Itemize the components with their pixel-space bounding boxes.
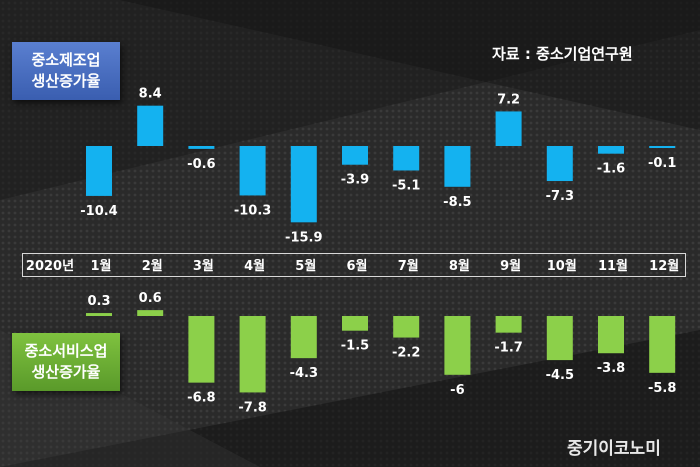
service-series-label: 중소서비스업 생산증가율 (12, 333, 120, 391)
month-tick-label: 4월 (244, 258, 265, 274)
manufacturing-value-label: -7.3 (546, 189, 574, 204)
brand-logo-text: 중기이코노미 (567, 439, 661, 459)
manufacturing-value-label: -3.9 (341, 173, 369, 188)
manufacturing-bar (598, 146, 624, 154)
service-bar (290, 316, 317, 359)
manufacturing-bar (188, 146, 215, 149)
service-value-label: 0.6 (139, 291, 162, 306)
manufacturing-bar (290, 146, 317, 223)
service-bar (137, 310, 164, 316)
service-bar (495, 316, 522, 333)
manufacturing-series-label: 중소제조업 생산증가율 (12, 42, 120, 100)
month-tick-label: 3월 (193, 258, 214, 274)
service-value-label: 0.3 (87, 294, 110, 309)
source-note: 자료 : 중소기업연구원 (492, 45, 633, 63)
manufacturing-label-line-1: 중소제조업 (31, 51, 101, 69)
service-bar (86, 313, 112, 316)
manufacturing-bar (239, 146, 266, 196)
manufacturing-value-label: -10.3 (234, 203, 271, 218)
service-value-label: -6.8 (187, 391, 215, 406)
manufacturing-bar (86, 146, 112, 196)
service-bar (598, 316, 624, 354)
service-bar (444, 316, 471, 375)
manufacturing-bar (649, 146, 676, 148)
month-axis-band (22, 253, 686, 277)
manufacturing-value-label: -5.1 (392, 178, 420, 193)
month-tick-label: 7월 (398, 258, 419, 274)
service-bar (188, 316, 215, 383)
manufacturing-bar (444, 146, 471, 187)
manufacturing-bar (546, 146, 573, 182)
service-bar (393, 316, 420, 338)
manufacturing-label-line-2: 생산증가율 (31, 72, 101, 90)
manufacturing-value-label: -1.6 (597, 162, 625, 177)
service-value-label: -7.8 (238, 400, 266, 415)
service-value-label: -1.7 (494, 341, 522, 356)
month-tick-label: 10월 (547, 258, 577, 274)
service-bar (649, 316, 676, 373)
year-label: 2020년 (26, 259, 74, 274)
manufacturing-bar (342, 146, 368, 165)
manufacturing-bar (137, 105, 164, 146)
service-bar (546, 316, 573, 361)
manufacturing-bar (393, 146, 420, 171)
month-tick-label: 12월 (649, 258, 679, 274)
month-tick-label: 2월 (142, 258, 163, 274)
month-tick-label: 9월 (500, 258, 521, 274)
service-value-label: -5.8 (648, 381, 676, 396)
service-value-label: -2.2 (392, 346, 420, 361)
service-value-label: -6 (450, 383, 464, 398)
manufacturing-value-label: 7.2 (497, 92, 520, 107)
month-tick-label: 1월 (90, 258, 111, 274)
manufacturing-value-label: -10.4 (80, 204, 117, 219)
month-tick-label: 5월 (295, 258, 316, 274)
service-value-label: -3.8 (597, 361, 625, 376)
month-tick-label: 8월 (449, 258, 470, 274)
manufacturing-value-label: 8.4 (139, 87, 162, 102)
service-value-label: -4.3 (290, 366, 318, 381)
service-value-label: -4.5 (546, 368, 574, 383)
manufacturing-bar (495, 111, 522, 146)
manufacturing-value-label: -15.9 (285, 230, 322, 245)
month-tick-label: 6월 (346, 258, 367, 274)
service-bar (342, 316, 368, 331)
manufacturing-value-label: -0.6 (187, 157, 215, 172)
service-label-line-1: 중소서비스업 (24, 342, 108, 360)
month-tick-label: 11월 (598, 258, 628, 274)
manufacturing-value-label: -0.1 (648, 156, 676, 171)
service-label-line-2: 생산증가율 (31, 363, 101, 381)
service-bar (239, 316, 266, 393)
service-value-label: -1.5 (341, 339, 369, 354)
manufacturing-value-label: -8.5 (443, 195, 471, 210)
